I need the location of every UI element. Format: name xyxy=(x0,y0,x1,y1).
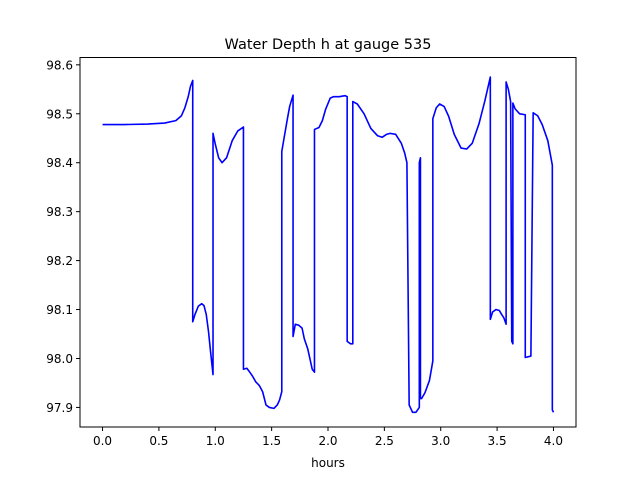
y-tick-label: 98.0 xyxy=(46,352,73,366)
y-tick-label: 98.4 xyxy=(46,156,73,170)
y-tick-label: 97.9 xyxy=(46,401,73,415)
y-tick-label: 98.5 xyxy=(46,107,73,121)
x-tick-label: 3.5 xyxy=(488,434,507,448)
x-tick-label: 0.5 xyxy=(149,434,168,448)
x-axis-label: hours xyxy=(311,456,345,470)
series-line-0 xyxy=(102,76,555,414)
x-tick-label: 4.0 xyxy=(544,434,563,448)
x-tick-label: 0.0 xyxy=(93,434,112,448)
x-tick-label: 3.0 xyxy=(431,434,450,448)
y-tick-label: 98.6 xyxy=(46,58,73,72)
y-axis: 97.9 98.0 98.1 98.2 98.3 98.4 98.5 98.6 xyxy=(46,58,80,415)
x-axis: 0.0 0.5 1.0 1.5 2.0 2.5 3.0 3.5 4.0 xyxy=(93,427,563,448)
x-tick-label: 1.0 xyxy=(206,434,225,448)
y-tick-label: 98.2 xyxy=(46,254,73,268)
series-layer xyxy=(102,76,555,414)
chart-title: Water Depth h at gauge 535 xyxy=(225,37,432,53)
y-tick-label: 98.1 xyxy=(46,303,73,317)
x-tick-label: 2.0 xyxy=(318,434,337,448)
x-tick-label: 2.5 xyxy=(375,434,394,448)
y-tick-label: 98.3 xyxy=(46,205,73,219)
x-tick-label: 1.5 xyxy=(262,434,281,448)
